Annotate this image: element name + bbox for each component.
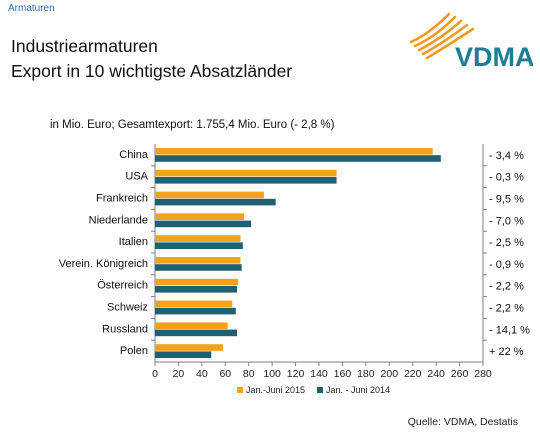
vdma-logo: VDMA <box>409 12 533 72</box>
bar-jan-juni-2014 <box>155 329 237 337</box>
change-label: - 2,2 % <box>489 303 524 315</box>
x-tick-label: 60 <box>219 368 231 380</box>
x-tick-label: 280 <box>474 368 492 380</box>
source-note: Quelle: VDMA, Destatis <box>407 416 518 428</box>
category-label: Schweiz <box>107 302 148 314</box>
category-label: USA <box>125 171 148 183</box>
x-tick-label: 160 <box>334 368 352 380</box>
x-tick-label: 260 <box>451 368 469 380</box>
change-label: - 2,2 % <box>489 281 524 293</box>
logo-swoosh-icon <box>409 12 475 60</box>
legend-label: Jan.-Juni 2015 <box>246 385 305 395</box>
bar-jan-juni-2015 <box>155 235 241 242</box>
x-tick-label: 0 <box>152 368 158 380</box>
legend-swatch <box>317 387 323 393</box>
legend-label: Jan. - Juni 2014 <box>326 385 390 395</box>
bar-jan-juni-2014 <box>155 307 236 315</box>
bar-jan-juni-2014 <box>155 155 441 162</box>
change-label: - 9,5 % <box>489 194 524 206</box>
x-tick-label: 80 <box>243 368 255 380</box>
change-label: + 22 % <box>489 346 524 358</box>
legend-swatch <box>237 387 243 393</box>
x-tick-label: 100 <box>263 368 281 380</box>
bar-jan-juni-2015 <box>155 169 337 177</box>
category-label: Verein. Königreich <box>59 258 148 270</box>
bar-jan-juni-2014 <box>155 177 337 184</box>
category-label: Niederlande <box>89 214 148 226</box>
category-label: Russland <box>102 323 148 335</box>
x-tick-label: 120 <box>287 368 305 380</box>
bar-jan-juni-2014 <box>155 351 212 358</box>
x-tick-label: 240 <box>427 368 445 380</box>
chart-subtitle: in Mio. Euro; Gesamtexport: 1.755,4 Mio.… <box>50 119 335 131</box>
title-line-2: Export in 10 wichtigste Absatzländer <box>11 61 293 81</box>
page-title: Industriearmaturen Export in 10 wichtigs… <box>11 34 292 84</box>
change-label: - 0,9 % <box>489 259 524 271</box>
bar-jan-juni-2014 <box>155 242 243 249</box>
logo-text: VDMA <box>455 42 533 72</box>
change-label: - 7,0 % <box>489 215 524 227</box>
x-tick-label: 140 <box>310 368 328 380</box>
x-tick-label: 180 <box>357 368 375 380</box>
category-label: Österreich <box>97 280 148 292</box>
change-label: - 0,3 % <box>489 172 524 184</box>
bar-jan-juni-2014 <box>155 198 276 206</box>
bar-jan-juni-2015 <box>155 148 433 155</box>
x-tick-label: 40 <box>196 368 208 380</box>
category-label: Italien <box>119 236 148 248</box>
category-label: Frankreich <box>96 193 148 205</box>
bar-jan-juni-2015 <box>155 300 233 308</box>
change-label: - 14,1 % <box>489 324 530 336</box>
bar-jan-juni-2014 <box>155 220 252 228</box>
bar-jan-juni-2015 <box>155 257 241 264</box>
title-line-1: Industriearmaturen <box>11 36 158 56</box>
bar-jan-juni-2014 <box>155 264 242 271</box>
breadcrumb[interactable]: Armaturen <box>8 3 55 14</box>
category-label: China <box>119 149 149 161</box>
bar-jan-juni-2015 <box>155 213 245 220</box>
x-tick-label: 200 <box>381 368 399 380</box>
change-label: - 3,4 % <box>489 150 524 162</box>
bar-jan-juni-2015 <box>155 278 239 286</box>
bar-jan-juni-2015 <box>155 344 223 351</box>
change-label: - 2,5 % <box>489 237 524 249</box>
x-tick-label: 220 <box>404 368 422 380</box>
bar-jan-juni-2015 <box>155 322 228 329</box>
category-label: Polen <box>120 345 148 357</box>
bar-jan-juni-2015 <box>155 191 264 199</box>
bar-jan-juni-2014 <box>155 286 237 293</box>
x-tick-label: 20 <box>173 368 185 380</box>
